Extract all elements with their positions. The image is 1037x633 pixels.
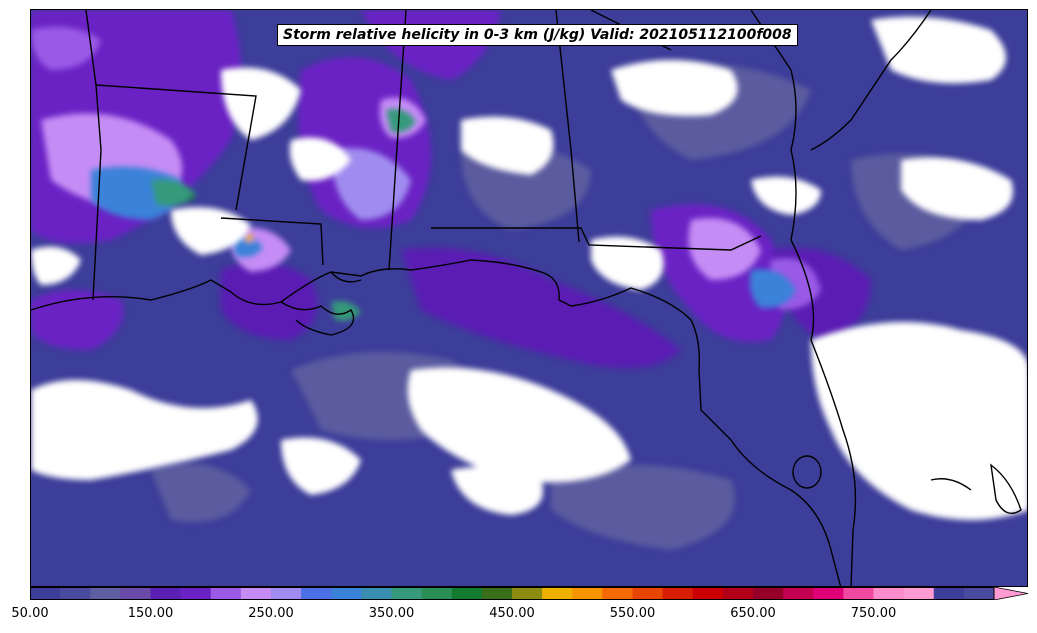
colorbar-tick-label: 450.00 [489, 606, 535, 621]
colorbar-cell [542, 587, 573, 600]
colorbar-cell [963, 587, 995, 600]
colorbar-tick-label: 150.00 [127, 606, 174, 621]
colorbar-cell [722, 587, 754, 600]
colorbar-cell [30, 587, 61, 600]
colorbar-cell [180, 587, 212, 600]
colorbar-cell [512, 587, 543, 600]
colorbar [30, 587, 1028, 600]
colorbar-cell [692, 587, 724, 600]
colorbar-cell [843, 587, 875, 600]
colorbar-cell [451, 587, 483, 600]
colorbar-extend-arrow [993, 587, 1028, 600]
colorbar-tick-label: 750.00 [850, 606, 897, 621]
colorbar-cell [361, 587, 393, 600]
colorbar-cell [753, 587, 784, 600]
colorbar-outline [30, 587, 995, 600]
colorbar-tick-label: 650.00 [730, 606, 776, 621]
map-canvas [31, 10, 1027, 586]
colorbar-tick-label: 250.00 [248, 606, 294, 621]
colorbar-cell [813, 587, 844, 600]
colorbar-cell [150, 587, 182, 600]
colorbar-cell [662, 587, 694, 600]
coastlines-and-borders [31, 10, 1022, 586]
colorbar-cell [120, 587, 152, 600]
colorbar-tick-label: 550.00 [609, 606, 656, 621]
colorbar-cell [933, 587, 965, 600]
colorbar-cell [210, 587, 242, 600]
colorbar-cell [391, 587, 423, 600]
colorbar-tick-label: 350.00 [368, 606, 415, 621]
map-panel: Storm relative helicity in 0-3 km (J/kg)… [30, 9, 1028, 587]
colorbar-cells [30, 587, 995, 600]
colorbar-cell [632, 587, 664, 600]
colorbar-cell [331, 587, 362, 600]
colorbar-tick-label: 50.00 [11, 606, 49, 621]
colorbar-cell [873, 587, 905, 600]
colorbar-cell [301, 587, 332, 600]
colorbar-cell [240, 587, 272, 600]
colorbar-cell [783, 587, 814, 600]
colorbar-cell [90, 587, 121, 600]
colorbar-cell [271, 587, 302, 600]
chart-title: Storm relative helicity in 0-3 km (J/kg)… [277, 24, 798, 46]
colorbar-cell [903, 587, 935, 600]
helicity-field-cores [91, 108, 796, 321]
colorbar-cell [60, 587, 91, 600]
colorbar-cell [481, 587, 513, 600]
colorbar-cell [421, 587, 453, 600]
colorbar-cell [602, 587, 634, 600]
colorbar-cell [572, 587, 603, 600]
